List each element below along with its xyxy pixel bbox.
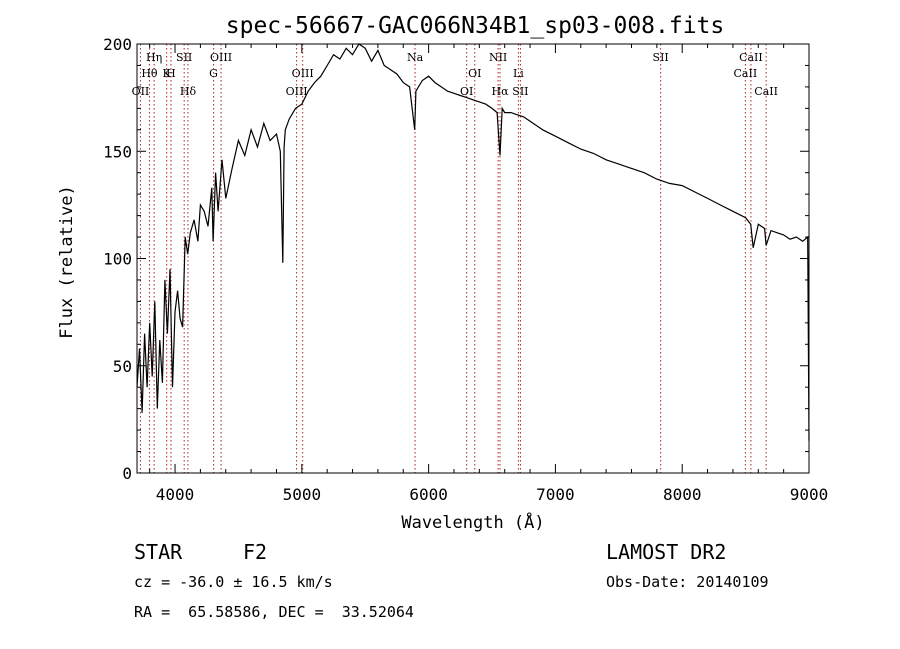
x-axis: 4000 5000 6000 7000 8000 9000	[149, 44, 829, 504]
y-axis-label: Flux (relative)	[57, 185, 77, 339]
line-marker-label-20: CaII	[739, 51, 763, 64]
line-marker-label-17: SII	[512, 85, 528, 98]
line-marker-labels: OIIHθHηKHSIIHδGOIIIOIIIOIIINaOIOINIIHαLi…	[132, 51, 778, 98]
line-marker-label-12: OI	[460, 85, 473, 98]
y-tick-label-3: 150	[103, 142, 132, 161]
redshift-text: cz = -36.0 ± 16.5 km/s	[134, 573, 333, 591]
line-markers	[139, 44, 767, 473]
chart-title: spec-56667-GAC066N34B1_sp03-008.fits	[226, 13, 725, 39]
y-axis: 0 50 100 150 200	[103, 35, 809, 483]
x-tick-label-0: 4000	[156, 485, 195, 504]
line-marker-label-5: SII	[176, 51, 192, 64]
line-marker-label-13: OI	[468, 67, 481, 80]
observation-date: Obs-Date: 20140109	[606, 573, 769, 591]
line-marker-label-2: Hη	[146, 51, 162, 64]
line-marker-label-15: Hα	[491, 85, 509, 98]
line-marker-label-4: H	[166, 67, 176, 80]
y-tick-label-0: 0	[122, 464, 132, 483]
object-subclass: F2	[243, 540, 268, 564]
line-marker-label-9: OIII	[286, 85, 308, 98]
x-tick-label-4: 8000	[663, 485, 702, 504]
line-marker-label-1: Hθ	[141, 67, 158, 80]
object-class: STAR	[134, 540, 183, 564]
line-marker-label-16: Li	[513, 67, 524, 80]
line-marker-label-6: Hδ	[180, 85, 197, 98]
y-tick-label-2: 100	[103, 250, 132, 269]
survey-name: LAMOST DR2	[606, 540, 727, 564]
spectrum-line	[136, 43, 810, 441]
line-marker-label-8: OIII	[210, 51, 232, 64]
line-marker-label-3: K	[163, 67, 172, 80]
line-marker-label-18: SII	[653, 51, 669, 64]
line-marker-label-0: OII	[132, 85, 150, 98]
line-marker-label-21: CaII	[754, 85, 778, 98]
line-marker-label-14: NII	[489, 51, 507, 64]
x-tick-label-5: 9000	[790, 485, 829, 504]
coordinates-text: RA = 65.58586, DEC = 33.52064	[134, 603, 414, 621]
x-tick-label-2: 6000	[409, 485, 448, 504]
line-marker-label-7: G	[209, 67, 218, 80]
y-tick-label-1: 50	[113, 357, 132, 376]
line-marker-label-19: CaII	[734, 67, 758, 80]
line-marker-label-10: OIII	[292, 67, 314, 80]
x-tick-label-3: 7000	[536, 485, 575, 504]
x-axis-label: Wavelength (Å)	[401, 511, 544, 533]
y-tick-label-4: 200	[103, 35, 132, 54]
line-marker-label-11: Na	[407, 51, 424, 64]
x-tick-label-1: 5000	[283, 485, 322, 504]
plot-frame	[136, 43, 810, 474]
